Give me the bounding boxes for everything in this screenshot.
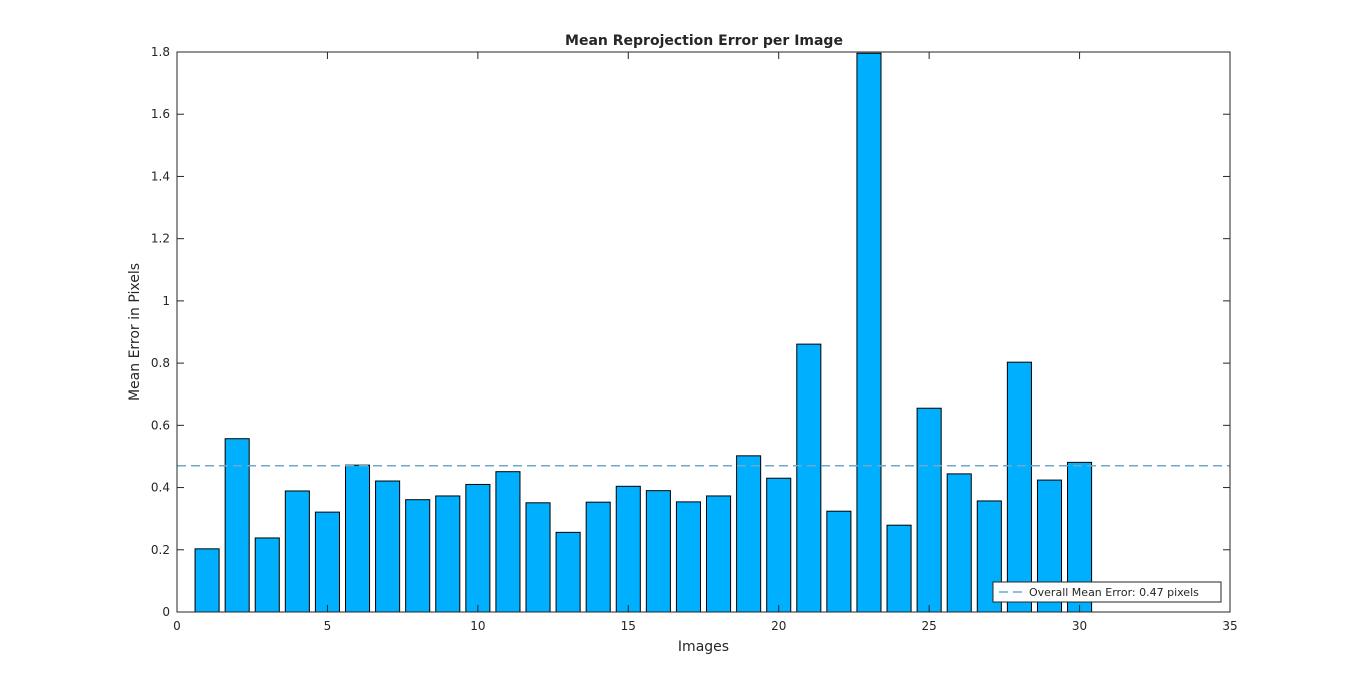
bar [675, 501, 701, 613]
bar [645, 490, 671, 613]
bar [435, 495, 461, 613]
bar [224, 438, 250, 613]
x-tick-label: 35 [1222, 619, 1237, 633]
x-tick-label: 5 [324, 619, 332, 633]
y-tick-label: 1.4 [151, 169, 170, 183]
y-tick-label: 0.2 [151, 543, 170, 557]
bar [314, 511, 340, 613]
y-tick-label: 1.2 [151, 232, 170, 246]
bar [405, 499, 431, 613]
legend: Overall Mean Error: 0.47 pixels [992, 581, 1222, 603]
bar [826, 510, 852, 613]
bar [796, 343, 822, 613]
bar [585, 501, 611, 613]
legend-box [992, 581, 1222, 603]
y-tick-label: 0.8 [151, 356, 170, 370]
bar [856, 52, 882, 613]
bar [495, 471, 521, 613]
bar [344, 464, 371, 613]
x-tick-label: 25 [922, 619, 937, 633]
bar [284, 490, 310, 613]
bar [375, 480, 401, 613]
x-tick-label: 10 [470, 619, 485, 633]
bar [555, 531, 581, 613]
bars-group [194, 52, 1093, 613]
y-tick-label: 0.4 [151, 481, 170, 495]
chart-title: Mean Reprojection Error per Image [565, 33, 843, 49]
bar [615, 485, 641, 613]
x-axis-label: Images [678, 639, 729, 655]
x-tick-label: 20 [771, 619, 786, 633]
bar [916, 407, 942, 613]
y-tick-label: 0 [162, 605, 170, 619]
bar [886, 524, 912, 613]
bar [766, 477, 792, 613]
x-tick-label: 15 [621, 619, 636, 633]
bar [254, 537, 280, 613]
y-tick-label: 1.8 [151, 45, 170, 59]
y-tick-label: 1 [162, 294, 170, 308]
bar [1006, 361, 1032, 613]
y-tick-label: 0.6 [151, 418, 170, 432]
bar [736, 455, 762, 613]
bar [706, 495, 732, 613]
y-axis-label: Mean Error in Pixels [127, 263, 143, 401]
bar [465, 483, 491, 613]
axes-box [176, 51, 1231, 613]
bar [525, 502, 551, 613]
x-tick-label: 30 [1072, 619, 1087, 633]
legend-entry-label: Overall Mean Error: 0.47 pixels [1029, 586, 1199, 599]
ticks-group: 0 5 10 15 20 25 30 35 0 0.2 0.4 0.6 0.8 1 1.2 1.4 1.6 1.8 [151, 45, 1238, 633]
bar [976, 500, 1002, 613]
y-tick-label: 1.6 [151, 107, 170, 121]
x-tick-label: 0 [173, 619, 181, 633]
bar [194, 548, 220, 613]
bar [946, 473, 972, 613]
